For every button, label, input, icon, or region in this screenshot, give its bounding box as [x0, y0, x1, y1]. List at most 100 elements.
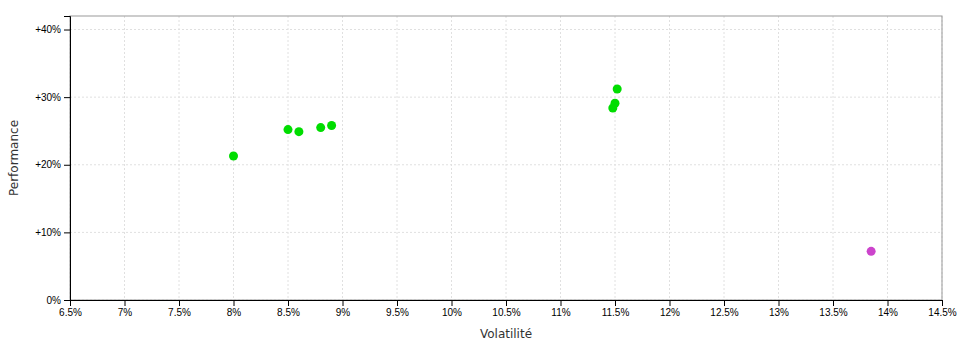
point	[229, 151, 238, 160]
point	[294, 127, 303, 136]
x-tick: 11.5%	[602, 300, 630, 318]
x-tick-mark	[888, 300, 889, 306]
chart: 6.5% 7% 7.5% 8% 8.5% 9% 9.5% 10% 10.5% 11% 11.5% 12…	[0, 0, 966, 350]
x-tick: 13.5%	[819, 300, 847, 318]
y-tick-label: +40%	[35, 24, 61, 35]
y-tick: 0%	[47, 295, 70, 306]
y-tick-mark	[64, 30, 70, 31]
grid-line-x	[724, 16, 725, 300]
y-tick-mark	[64, 232, 70, 233]
y-tick-label: +20%	[35, 159, 61, 170]
y-tick: +20%	[35, 159, 70, 170]
grid-line-x	[124, 16, 125, 300]
x-axis-title: Volatilité	[480, 327, 532, 341]
x-tick: 10.5%	[492, 300, 520, 318]
x-tick-label: 12.5%	[710, 307, 738, 318]
x-tick-label: 13.5%	[819, 307, 847, 318]
points	[229, 85, 876, 256]
x-tick-label: 14%	[878, 307, 898, 318]
x-tick: 14%	[878, 300, 898, 318]
x-tick-label: 11%	[551, 307, 570, 318]
grid-line-x	[887, 16, 888, 300]
grid-line-x	[451, 16, 452, 300]
grid-line-x	[669, 16, 670, 300]
x-tick-mark	[452, 300, 453, 306]
x-tick: 11%	[551, 300, 570, 318]
grid-line-x	[833, 16, 834, 300]
grid-line-x	[615, 16, 616, 300]
x-tick: 8%	[227, 300, 242, 318]
y-tick-mark	[64, 97, 70, 98]
x-tick-mark	[670, 300, 671, 306]
x-tick-mark	[615, 300, 616, 306]
x-axis-line	[71, 301, 943, 307]
x-tick-mark	[506, 300, 507, 306]
x-tick: 8.5%	[277, 300, 300, 318]
x-tick-label: 14.5%	[928, 307, 956, 318]
x-tick-mark	[179, 300, 180, 306]
y-tick-label: +10%	[35, 227, 61, 238]
grid-line-x	[560, 16, 561, 300]
x-tick-mark	[561, 300, 562, 306]
grid-line-y	[70, 97, 942, 98]
x-tick-label: 8%	[227, 307, 242, 318]
series	[867, 247, 876, 256]
x-tick: 6.5%	[59, 300, 82, 318]
point	[327, 121, 336, 130]
x-tick: 13%	[769, 300, 789, 318]
x-tick-label: 6.5%	[59, 307, 82, 318]
y-tick: +10%	[35, 227, 70, 238]
x-tick-label: 7.5%	[168, 307, 191, 318]
point	[284, 125, 293, 134]
x-tick-label: 11.5%	[602, 307, 630, 318]
x-tick-label: 8.5%	[277, 307, 300, 318]
y-tick-mark	[64, 165, 70, 166]
y-axis-title: Performance	[7, 120, 21, 196]
x-axis: 6.5% 7% 7.5% 8% 8.5% 9% 9.5% 10% 10.5% 11% 11.5% 12…	[59, 300, 957, 318]
x-tick-label: 13%	[769, 307, 789, 318]
x-tick-mark	[125, 300, 126, 306]
grid-line-x	[778, 16, 779, 300]
grid-line-x	[506, 16, 507, 300]
grid	[70, 16, 942, 300]
x-tick: 7.5%	[168, 300, 191, 318]
grid-line-x	[288, 16, 289, 300]
x-tick: 7%	[118, 300, 133, 318]
point	[611, 99, 620, 108]
x-tick-mark	[942, 300, 943, 306]
point	[316, 123, 325, 132]
plot-frame	[70, 16, 942, 300]
x-tick-label: 9.5%	[386, 307, 409, 318]
y-tick: +30%	[35, 92, 70, 103]
y-tick-label: +30%	[35, 92, 61, 103]
point	[613, 85, 622, 94]
grid-line-x	[179, 16, 180, 300]
x-tick: 10%	[442, 300, 462, 318]
x-tick-mark	[779, 300, 780, 306]
grid-line-y	[70, 164, 942, 165]
x-tick-label: 10%	[442, 307, 462, 318]
x-tick-mark	[397, 300, 398, 306]
x-tick-mark	[234, 300, 235, 306]
y-axis-line	[64, 17, 71, 301]
x-tick-label: 12%	[660, 307, 680, 318]
point	[867, 247, 876, 256]
y-axis: 0% +10% +20% +30% +40%	[35, 17, 70, 306]
x-tick: 14.5%	[928, 300, 956, 318]
x-tick-label: 9%	[336, 307, 351, 318]
x-tick-mark	[833, 300, 834, 306]
y-tick-mark	[64, 300, 70, 301]
x-tick-mark	[288, 300, 289, 306]
x-tick: 12.5%	[710, 300, 738, 318]
plot: 6.5% 7% 7.5% 8% 8.5% 9% 9.5% 10% 10.5% 11% 11.5% 12…	[7, 16, 957, 341]
x-tick-label: 7%	[118, 307, 133, 318]
grid-line-x	[342, 16, 343, 300]
x-tick: 9.5%	[386, 300, 409, 318]
grid-line-y	[70, 232, 942, 233]
series	[229, 85, 622, 161]
grid-line-x	[397, 16, 398, 300]
x-tick-mark	[343, 300, 344, 306]
y-tick-label: 0%	[47, 295, 62, 306]
grid-line-y	[70, 29, 942, 30]
y-tick: +40%	[35, 24, 70, 35]
